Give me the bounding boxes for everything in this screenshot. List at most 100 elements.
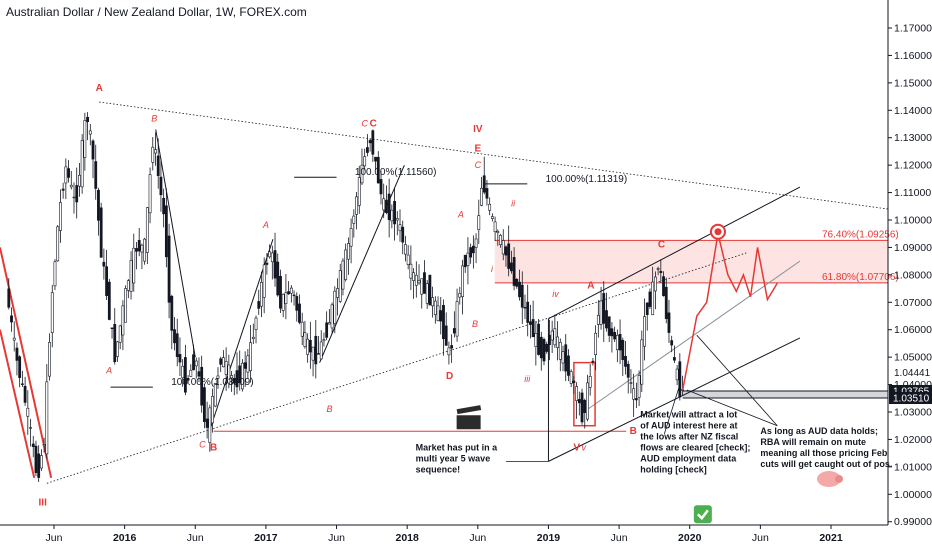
pig-icon-snout [835,474,843,483]
candle-body [561,351,565,364]
candle-body [534,333,538,348]
wave-ba-line [208,239,274,432]
candle-body [621,339,625,360]
annotation-aud-interest: flows are cleared [check]; [640,442,750,452]
wave-label: IV [473,124,483,135]
candle-body [238,365,242,383]
fib-ext-label: 100.00%(1.11319) [546,174,628,185]
candle-body [219,358,223,365]
wave-label: C [658,239,665,250]
candle-body [151,146,155,163]
candle-body [53,261,57,287]
fib-zone-rect [494,240,888,283]
candle-body [289,287,293,294]
candle-body [594,332,598,356]
check-icon [693,505,712,524]
candle-body [512,257,516,286]
candle-body [311,346,315,361]
candle-body [509,262,513,272]
candle-body [423,272,426,294]
time-tick-label: 2021 [819,532,843,544]
candle-body [99,207,103,258]
candle-body [496,231,500,233]
candle-body [569,371,573,384]
fib-level-label: 61.80%(1.07706) [822,272,899,283]
red-downtrend-lower [0,329,36,479]
check-icon-mark [696,509,709,521]
candle-body [175,333,179,357]
candle-body [110,327,114,329]
candle-body [531,319,535,338]
candle-body [493,221,497,233]
candle-body [605,310,608,329]
candle-body [273,250,277,279]
candle-body [197,371,201,377]
candle-body [355,196,358,215]
time-tick-label: 2017 [254,532,278,544]
time-axis[interactable]: Jun 2016 Jun 2017 Jun 2018 Jun 2019 Jun 2020 Jun 20… [0,524,888,544]
candle-body [520,284,524,308]
candle-body [436,305,440,322]
candle-body [352,215,356,224]
annotation-rba: RBA will remain on mute [760,437,866,447]
wave-label: A [587,281,594,292]
candle-body [645,302,649,315]
candle-body [26,407,30,417]
candle-body [450,345,454,349]
candle-body [371,130,375,155]
candle-body [124,288,128,323]
candle-body [69,184,73,188]
candle-body [327,322,331,325]
candle-body [529,321,532,325]
wave-label: B [630,426,637,437]
candle-body [107,281,111,320]
candle-body [205,418,209,428]
price-tick-label: 1.10000 [894,215,932,227]
price-tick-label: 1.16000 [894,50,932,62]
candle-body [211,396,214,424]
candle-body [507,243,511,269]
candle-body [583,399,587,414]
candle-body [31,443,35,447]
candle-body [637,375,641,398]
candle-body [319,341,323,360]
candle-body [306,338,310,355]
wave-label: ii [511,198,516,208]
candle-body [298,303,301,323]
candle-body [602,293,606,324]
candle-body [105,266,108,296]
candle-body [382,198,386,211]
candle-body [243,362,247,369]
candle-body [15,347,19,361]
candle-body [499,234,502,245]
candle-body [61,188,65,191]
candle-body [102,261,106,267]
candle-body [488,203,492,211]
check-icon-box [693,505,712,524]
candle-body [428,274,432,306]
candle-body [678,361,682,398]
candle-body [374,156,377,162]
candle-body [232,377,236,384]
candle-body [75,185,79,203]
candle-body [295,296,299,311]
price-tick-label: 1.07000 [894,297,932,309]
price-axis[interactable]: 0.990001.000001.010001.020001.030001.040… [887,0,932,528]
price-tick-label: 1.11000 [894,187,931,199]
candle-body [97,189,100,221]
candle-body [599,300,603,325]
annotation-aud-interest: of AUD interest here at [640,420,737,430]
wave-label: i [491,264,494,274]
candle-body [330,304,334,329]
candle-body [624,356,627,367]
candle-body [88,130,92,135]
candle-body [222,357,225,368]
candle-body [591,360,595,363]
candle-body [48,342,51,377]
candle-body [656,268,660,270]
price-tick-label: 1.14000 [894,105,932,117]
candle-body [300,321,304,337]
candle-body [29,427,32,429]
